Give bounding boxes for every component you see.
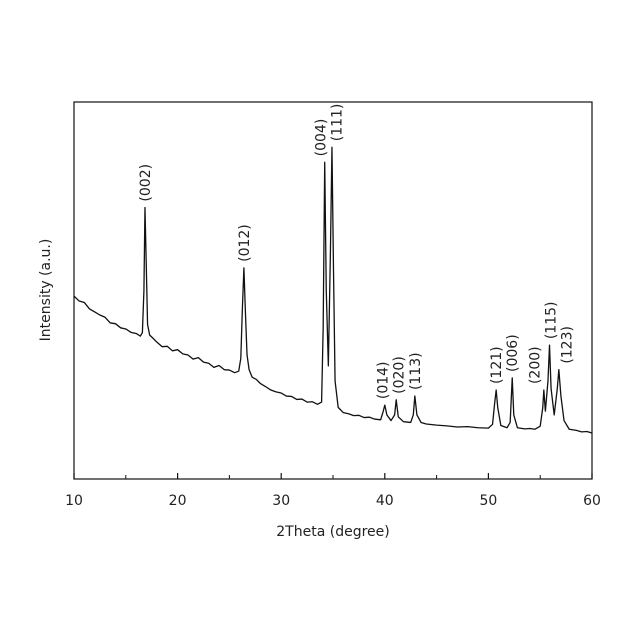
peak-label: (111) [329, 104, 345, 142]
peak-label: (004) [313, 119, 329, 157]
peak-label: (006) [505, 334, 521, 372]
peak-label: (002) [138, 164, 154, 202]
plot-frame [73, 101, 593, 480]
peak-label: (121) [489, 346, 505, 384]
x-tick-label: 20 [169, 493, 187, 509]
peak-label: (012) [237, 224, 253, 262]
peak-label: (014) [375, 361, 391, 399]
x-tick-label: 40 [376, 493, 394, 509]
x-tick-label: 60 [583, 493, 601, 509]
peak-label: (200) [528, 346, 544, 384]
peak-label: (123) [560, 326, 576, 364]
y-axis-label: Intensity (a.u.) [38, 239, 54, 342]
x-tick-label: 10 [65, 493, 83, 509]
peak-label: (113) [408, 352, 424, 390]
peak-label: (020) [391, 356, 407, 394]
peak-label: (115) [544, 302, 560, 340]
x-axis-label: 2Theta (degree) [276, 524, 389, 540]
x-tick-label: 30 [272, 493, 290, 509]
data-line [73, 146, 593, 434]
x-tick-label: 50 [479, 493, 497, 509]
